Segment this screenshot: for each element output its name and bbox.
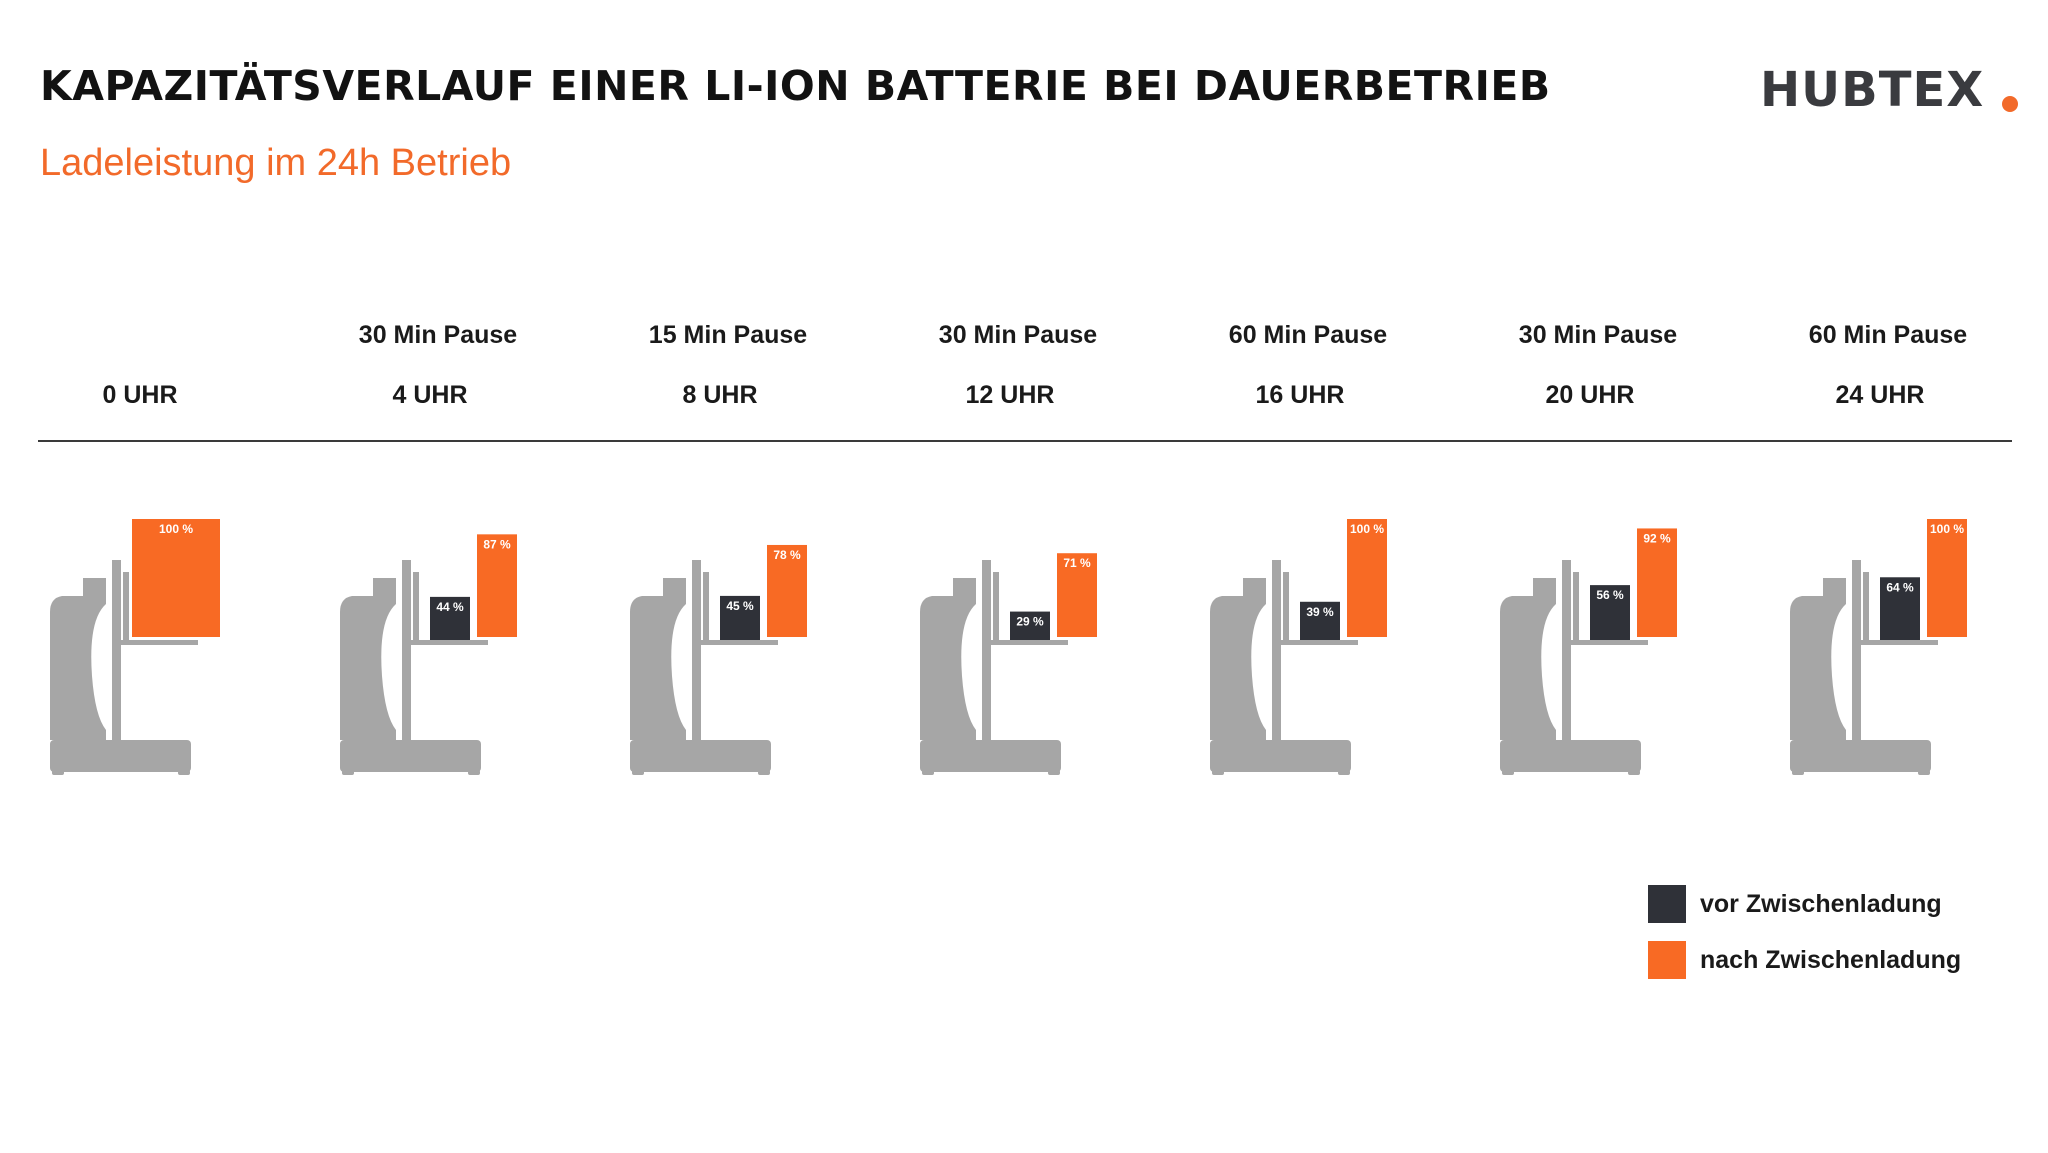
pause-label: 60 Min Pause: [1809, 321, 1967, 349]
bar-after-6: [1927, 519, 1967, 637]
legend-label-after: nach Zwischenladung: [1700, 945, 1962, 974]
bar-before-label: 39 %: [1306, 605, 1334, 619]
bar-after-label: 71 %: [1063, 556, 1091, 570]
bar-before-2: [720, 595, 760, 640]
bar-after-label: 100 %: [1930, 522, 1964, 536]
bar-after-2: [767, 544, 807, 637]
bar-after-0: [132, 519, 220, 637]
bar-after-3: [1057, 553, 1097, 637]
pause-label: 15 Min Pause: [649, 321, 807, 349]
x-tick-label: 16 UHR: [1256, 381, 1345, 409]
bar-after-5: [1637, 528, 1677, 637]
chart-subtitle: Ladeleistung im 24h Betrieb: [40, 142, 512, 184]
x-tick-label: 20 UHR: [1546, 381, 1635, 409]
legend: vor Zwischenladung nach Zwischenladung: [1648, 884, 1961, 996]
bar-after-label: 78 %: [773, 548, 801, 562]
forklift-illustrations: [50, 560, 1938, 775]
x-tick-label: 0 UHR: [102, 381, 177, 409]
bar-after-1: [477, 534, 517, 637]
forklift-icon: [920, 560, 1068, 775]
bar-before-3: [1010, 611, 1050, 640]
bar-after-label: 100 %: [1350, 522, 1384, 536]
forklift-icon: [50, 560, 198, 775]
bar-before-label: 64 %: [1886, 580, 1914, 594]
logo-dot-icon: [2002, 96, 2018, 112]
bar-before-4: [1300, 601, 1340, 640]
bar-before-1: [430, 596, 470, 640]
chart-title: KAPAZITÄTSVERLAUF EINER LI-ION BATTERIE …: [40, 62, 1551, 110]
forklift-icon: [630, 560, 778, 775]
legend-label-before: vor Zwischenladung: [1700, 889, 1942, 918]
bar-before-label: 45 %: [726, 599, 754, 613]
legend-swatch-after: [1648, 941, 1686, 979]
legend-item-before: vor Zwischenladung: [1648, 884, 1961, 924]
pause-label: 60 Min Pause: [1229, 321, 1387, 349]
bar-before-6: [1880, 577, 1920, 640]
x-axis-tick-labels: 0 UHR 4 UHR 8 UHR 12 UHR 16 UHR 20 UHR 24 UHR: [102, 381, 1924, 409]
bar-marks: 100 % 44 % 87 % 45 % 78 % 29 % 71 % 39 % 100 % 56…: [132, 519, 1967, 640]
bar-before-label: 44 %: [436, 600, 464, 614]
pause-label: 30 Min Pause: [1519, 321, 1677, 349]
bar-after-label: 100 %: [159, 522, 193, 536]
bar-after-label: 87 %: [483, 537, 511, 551]
pause-label: 30 Min Pause: [939, 321, 1097, 349]
logo-wordmark: HUBTEX: [1760, 62, 1985, 118]
pause-labels: 30 Min Pause 15 Min Pause 30 Min Pause 60 M…: [359, 321, 1967, 349]
bar-before-label: 29 %: [1016, 615, 1044, 629]
forklift-icon: [1210, 560, 1358, 775]
x-tick-label: 8 UHR: [682, 381, 757, 409]
pause-label: 30 Min Pause: [359, 321, 517, 349]
legend-swatch-before: [1648, 885, 1686, 923]
legend-item-after: nach Zwischenladung: [1648, 940, 1961, 980]
x-tick-label: 24 UHR: [1836, 381, 1925, 409]
bar-after-4: [1347, 519, 1387, 637]
forklift-icon: [1500, 560, 1648, 775]
forklift-icon: [340, 560, 488, 775]
bar-before-label: 56 %: [1596, 588, 1624, 602]
hubtex-logo: HUBTEX: [1760, 62, 2022, 122]
bar-after-label: 92 %: [1643, 531, 1671, 545]
x-tick-label: 4 UHR: [392, 381, 467, 409]
forklift-icon: [1790, 560, 1938, 775]
x-tick-label: 12 UHR: [966, 381, 1055, 409]
bar-before-5: [1590, 585, 1630, 640]
